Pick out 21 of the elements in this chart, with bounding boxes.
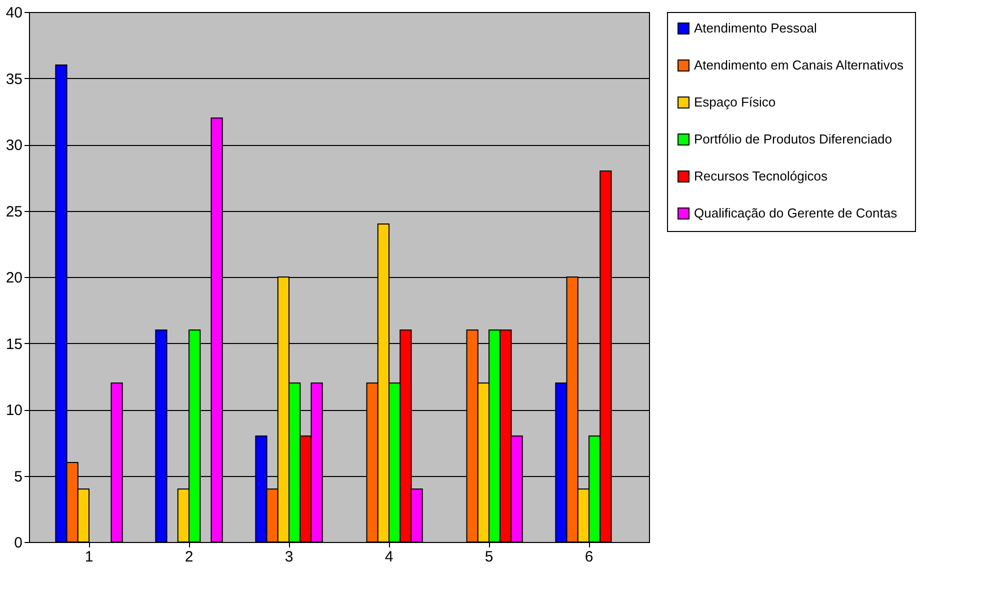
y-tick-label: 30: [6, 137, 22, 154]
legend-label: Recursos Tecnológicos: [694, 168, 828, 184]
x-tick-label: 1: [84, 548, 94, 566]
x-tick-label: 3: [284, 548, 294, 566]
x-tick-label: 4: [384, 548, 394, 566]
y-tick-label: 15: [6, 336, 22, 353]
y-tick-label: 10: [6, 402, 22, 419]
y-tick-label: 20: [6, 270, 22, 286]
legend-label: Atendimento Pessoal: [694, 20, 817, 36]
y-tick-label: 35: [6, 70, 22, 88]
x-tick-label: 5: [484, 548, 494, 566]
x-tick-label: 2: [184, 548, 194, 566]
y-tick-label: 40: [6, 4, 22, 22]
y-tick-label: 25: [6, 203, 22, 220]
y-tick-label: 0: [14, 534, 22, 552]
legend-label: Espaço Físico: [694, 94, 776, 110]
x-tick-label: 6: [584, 548, 594, 566]
legend-label: Portfólio de Produtos Diferenciado: [694, 132, 892, 146]
legend-label: Qualificação do Gerente de Contas: [694, 206, 898, 220]
y-tick-label: 5: [14, 468, 22, 486]
legend-label: Atendimento em Canais Alternativos: [694, 58, 904, 72]
